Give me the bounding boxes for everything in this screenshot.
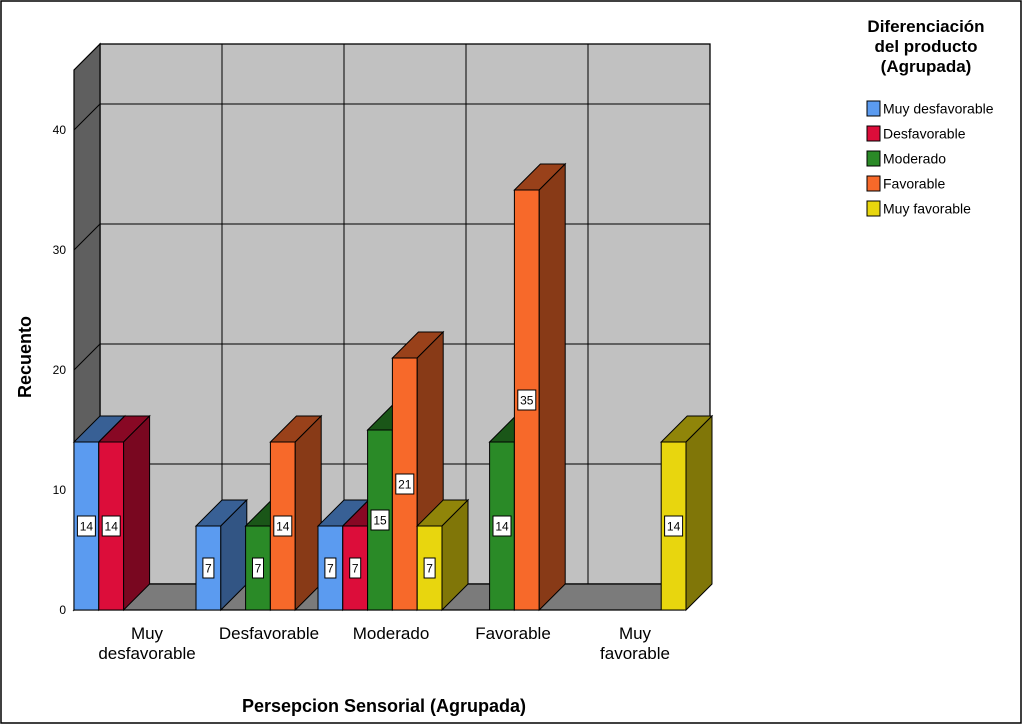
legend-item: Desfavorable: [883, 126, 966, 142]
x-tick-label: Desfavorable: [219, 624, 319, 643]
bar: 14: [97, 414, 151, 612]
data-label: 14: [667, 520, 681, 534]
data-label: 14: [276, 520, 290, 534]
legend-title: Diferenciación: [867, 17, 984, 36]
y-axis-title: Recuento: [15, 316, 35, 398]
bar: 14: [269, 414, 323, 612]
legend-item: Favorable: [883, 176, 945, 192]
legend-item: Muy desfavorable: [883, 101, 994, 117]
data-label-box: [492, 515, 512, 537]
data-label-box: [202, 557, 215, 579]
legend-swatch: [866, 150, 881, 167]
x-tick-label: Muy desfavorable: [98, 624, 195, 663]
legend-swatch: [866, 175, 881, 192]
data-label-box: [423, 557, 436, 579]
data-label-box: [101, 515, 121, 537]
x-tick-label: Muy favorable: [600, 624, 670, 663]
data-label: 14: [105, 520, 119, 534]
data-label-box: [370, 509, 390, 531]
data-label: 14: [495, 520, 509, 534]
y-tick-label: 40: [53, 123, 67, 137]
legend-item: Moderado: [883, 151, 946, 167]
bar: 7: [415, 498, 470, 612]
y-tick-label: 0: [59, 603, 66, 617]
legend-item: Muy favorable: [883, 201, 971, 217]
x-tick-label: Favorable: [475, 624, 551, 643]
data-label-box: [395, 473, 415, 495]
x-axis-title: Persepcion Sensorial (Agrupada): [242, 696, 526, 716]
bar-side: [441, 498, 469, 612]
bar-side: [685, 414, 713, 612]
bar-side: [123, 414, 151, 612]
data-label-box: [324, 557, 337, 579]
bar: 35: [513, 162, 567, 612]
data-label: 35: [520, 394, 534, 408]
legend-title: del producto: [875, 37, 978, 56]
y-tick-label: 10: [53, 483, 67, 497]
legend-swatch: [866, 125, 881, 142]
y-tick-label: 20: [53, 363, 67, 377]
legend-swatch: [866, 100, 881, 117]
legend-swatch: [866, 200, 881, 217]
data-label: 21: [398, 478, 412, 492]
bar-side: [538, 162, 566, 612]
bar: 21: [391, 330, 445, 612]
gridline-side: [73, 223, 101, 251]
gridline-side: [73, 103, 101, 131]
data-label: 7: [255, 562, 262, 576]
data-label: 15: [373, 514, 387, 528]
legend-title: (Agrupada): [881, 57, 972, 76]
bar: 7: [194, 498, 249, 612]
bar: 14: [659, 414, 714, 612]
data-label: 7: [352, 562, 359, 576]
bar-side: [294, 414, 322, 612]
data-label: 7: [327, 562, 334, 576]
data-label-box: [76, 515, 96, 537]
data-label-box: [517, 389, 537, 411]
x-tick-label: Moderado: [353, 624, 430, 643]
data-label-box: [252, 557, 264, 579]
data-label-box: [273, 515, 293, 537]
data-label: 7: [205, 562, 212, 576]
y-tick-label: 30: [53, 243, 67, 257]
gridline-side: [73, 343, 101, 371]
data-label: 7: [426, 562, 433, 576]
data-label-box: [664, 515, 684, 537]
data-label: 14: [80, 520, 94, 534]
data-label-box: [349, 557, 362, 579]
